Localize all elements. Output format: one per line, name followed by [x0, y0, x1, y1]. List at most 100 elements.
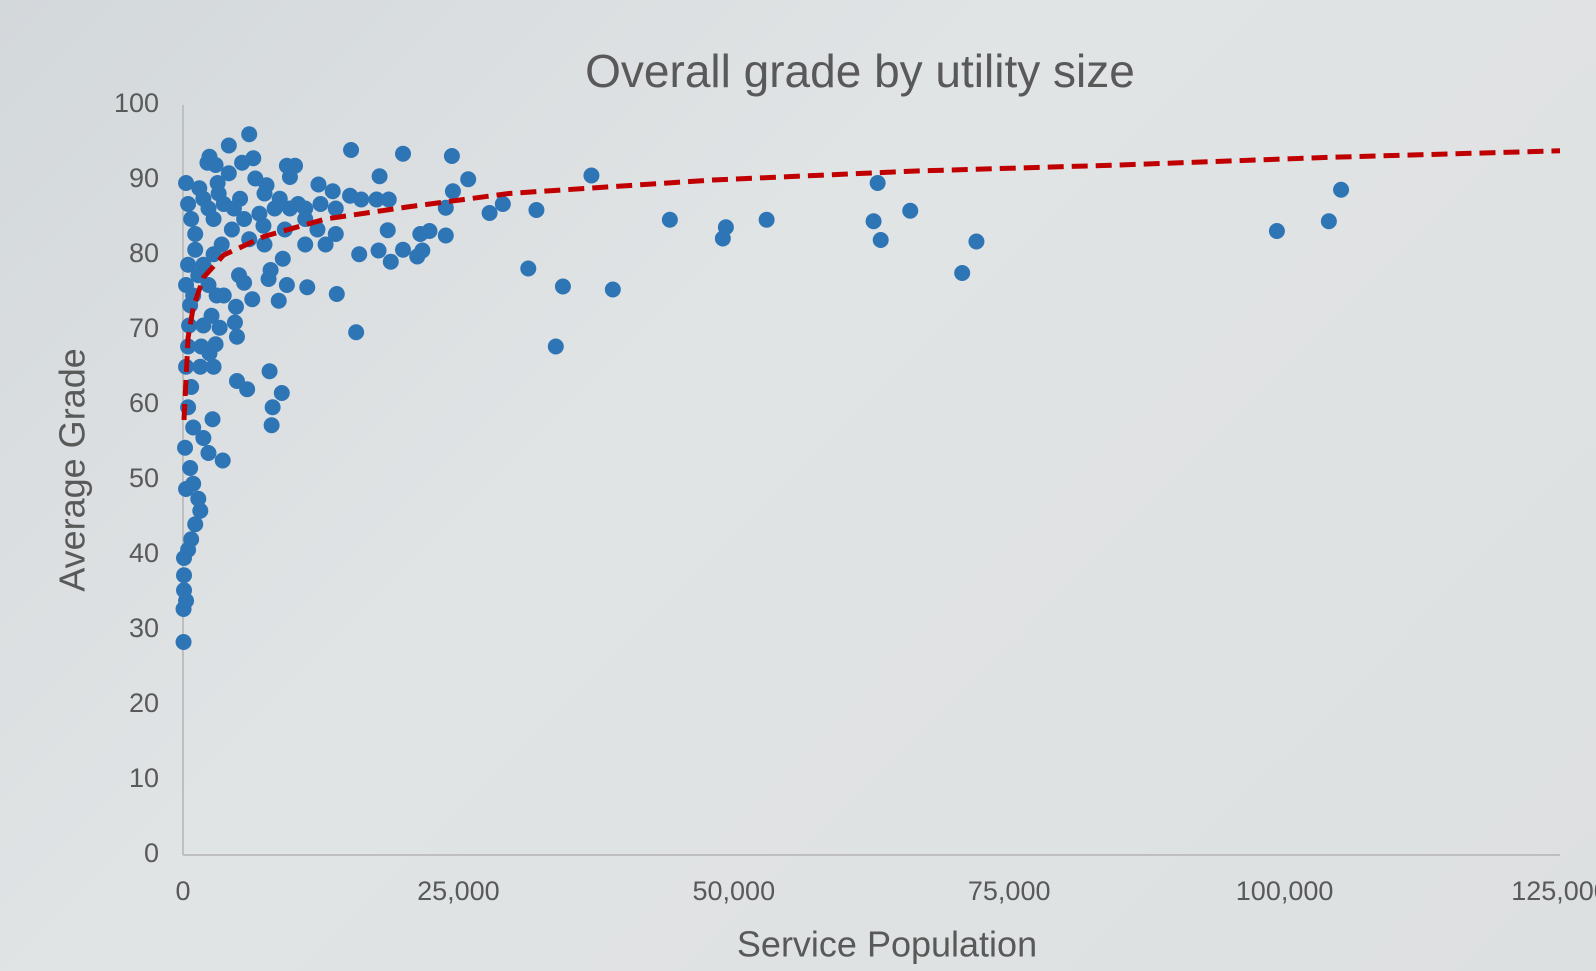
data-point — [395, 241, 412, 258]
data-point — [547, 338, 564, 355]
data-point — [872, 232, 889, 248]
data-point — [244, 291, 261, 308]
data-point — [437, 227, 454, 244]
data-point — [274, 250, 291, 267]
data-point — [954, 265, 971, 281]
data-point — [193, 338, 210, 355]
data-point — [327, 200, 344, 217]
data-point — [310, 176, 327, 193]
data-point — [460, 171, 477, 188]
data-point — [312, 196, 329, 212]
x-tick-label: 75,000 — [968, 876, 1051, 906]
x-tick-label: 25,000 — [417, 876, 500, 906]
data-point — [204, 411, 221, 428]
y-axis-title: Average Grade — [52, 348, 93, 592]
data-point — [324, 183, 341, 200]
data-point — [299, 279, 316, 296]
data-point — [328, 286, 345, 302]
data-point — [234, 154, 251, 171]
data-point — [758, 211, 775, 228]
data-point — [278, 277, 295, 293]
data-point — [412, 226, 429, 242]
y-tick-label: 70 — [129, 313, 159, 343]
data-point — [223, 221, 240, 238]
data-point — [187, 241, 204, 258]
data-point — [200, 445, 217, 461]
data-point — [1268, 223, 1285, 239]
data-point — [226, 314, 243, 331]
data-point — [251, 205, 268, 222]
data-point — [443, 148, 460, 164]
data-point — [368, 191, 385, 208]
data-point — [227, 298, 244, 315]
data-point — [247, 170, 264, 187]
y-tick-label: 80 — [129, 238, 159, 268]
chart-title: Overall grade by utility size — [585, 45, 1135, 97]
data-point — [205, 211, 222, 227]
data-point — [382, 253, 399, 270]
data-point — [554, 278, 571, 295]
y-tick-label: 40 — [129, 538, 159, 568]
data-point — [236, 211, 253, 227]
y-tick-label: 90 — [129, 163, 159, 193]
data-point — [220, 165, 237, 182]
data-point — [178, 175, 195, 191]
data-point — [309, 221, 326, 238]
data-point — [228, 373, 245, 389]
data-point — [297, 236, 314, 253]
data-point — [256, 236, 273, 253]
x-tick-label: 50,000 — [693, 876, 776, 906]
x-tick-label: 0 — [175, 876, 190, 906]
data-point — [281, 200, 298, 217]
data-point — [869, 175, 886, 191]
data-point — [379, 222, 396, 239]
data-point — [1320, 213, 1337, 230]
data-point — [187, 516, 204, 533]
data-point — [380, 191, 397, 208]
data-point — [348, 324, 365, 341]
x-axis-title: Service Population — [737, 924, 1037, 965]
data-point — [370, 242, 387, 259]
data-point — [661, 211, 678, 228]
data-point — [270, 292, 287, 309]
data-point — [214, 452, 231, 469]
data-point — [232, 190, 249, 207]
data-point — [902, 202, 919, 219]
y-tick-label: 60 — [129, 388, 159, 418]
data-point — [481, 205, 498, 221]
data-point — [187, 226, 204, 242]
y-tick-label: 100 — [114, 88, 159, 118]
data-point — [207, 336, 224, 353]
x-tick-label: 100,000 — [1236, 876, 1334, 906]
data-point — [528, 202, 545, 218]
data-point — [220, 137, 237, 154]
data-point — [327, 226, 344, 242]
data-point — [714, 230, 731, 247]
data-point — [183, 211, 200, 227]
data-point — [180, 256, 197, 273]
data-point — [317, 236, 334, 253]
data-point — [264, 399, 281, 416]
data-point — [255, 217, 272, 234]
data-point — [414, 242, 431, 259]
data-point — [200, 277, 217, 293]
data-point — [231, 267, 248, 284]
data-point — [205, 358, 222, 375]
data-point — [175, 634, 192, 650]
data-point — [178, 277, 195, 293]
data-point — [583, 167, 600, 184]
data-point — [262, 262, 279, 278]
data-point — [281, 169, 298, 185]
data-point — [210, 185, 227, 202]
data-point — [520, 260, 537, 277]
y-tick-label: 30 — [129, 613, 159, 643]
data-point — [263, 417, 280, 434]
data-point — [190, 267, 207, 284]
data-point — [271, 190, 288, 207]
data-point — [182, 460, 199, 476]
data-point — [343, 142, 360, 158]
data-point — [185, 475, 202, 492]
x-tick-label: 125,000 — [1511, 876, 1596, 906]
data-point — [865, 213, 882, 230]
